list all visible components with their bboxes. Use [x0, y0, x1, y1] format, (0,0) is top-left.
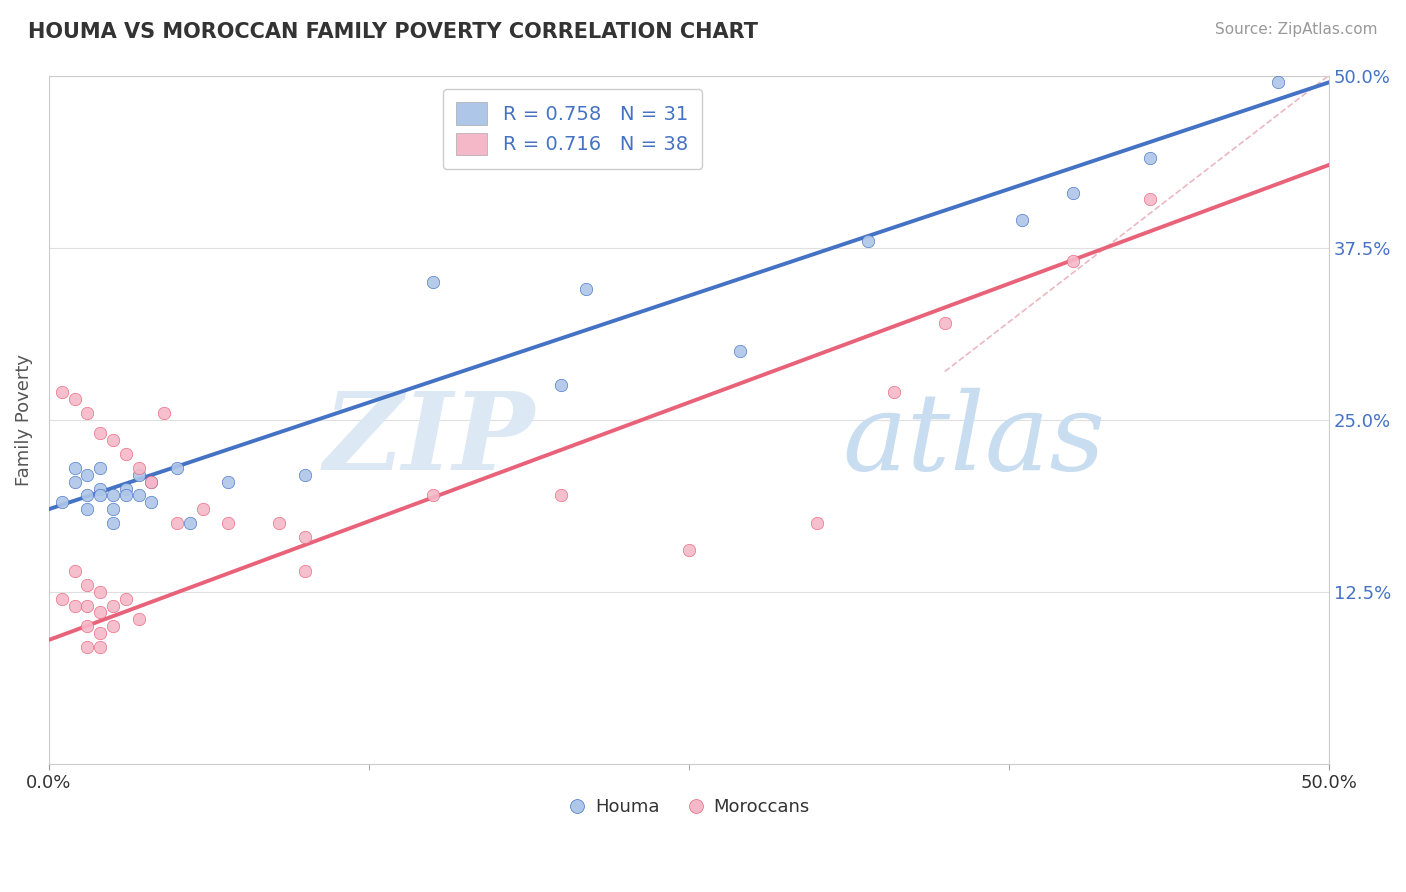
Point: [63, 475, 86, 489]
Point: [217, 516, 239, 530]
Point: [101, 502, 124, 516]
Point: [1062, 186, 1084, 200]
Point: [63, 599, 86, 613]
Point: [217, 475, 239, 489]
Point: [141, 495, 163, 509]
Point: [114, 591, 136, 606]
Y-axis label: Family Poverty: Family Poverty: [15, 353, 32, 485]
Point: [934, 316, 956, 330]
Point: [89, 488, 111, 502]
Point: [76, 467, 98, 482]
Point: [806, 516, 828, 530]
Point: [422, 488, 444, 502]
Point: [141, 475, 163, 489]
Point: [63, 392, 86, 406]
Point: [51, 495, 73, 509]
Point: [101, 516, 124, 530]
Point: [76, 619, 98, 633]
Point: [89, 584, 111, 599]
Point: [76, 406, 98, 420]
Point: [294, 467, 316, 482]
Point: [166, 516, 188, 530]
Point: [883, 385, 905, 400]
Point: [51, 385, 73, 400]
Point: [63, 564, 86, 578]
Point: [76, 640, 98, 654]
Point: [128, 612, 150, 626]
Point: [89, 460, 111, 475]
Point: [114, 447, 136, 461]
Text: atlas: atlas: [842, 388, 1105, 493]
Legend: Houma, Moroccans: Houma, Moroccans: [561, 791, 817, 823]
Point: [114, 488, 136, 502]
Point: [101, 434, 124, 448]
Text: Source: ZipAtlas.com: Source: ZipAtlas.com: [1215, 22, 1378, 37]
Point: [89, 482, 111, 496]
Point: [128, 460, 150, 475]
Point: [728, 343, 751, 358]
Point: [550, 378, 572, 392]
Point: [76, 578, 98, 592]
Point: [294, 564, 316, 578]
Point: [856, 234, 879, 248]
Point: [678, 543, 700, 558]
Point: [76, 502, 98, 516]
Point: [63, 460, 86, 475]
Point: [76, 488, 98, 502]
Point: [89, 426, 111, 441]
Point: [89, 626, 111, 640]
Point: [128, 488, 150, 502]
Point: [269, 516, 291, 530]
Point: [1062, 254, 1084, 268]
Point: [1267, 75, 1289, 89]
Point: [89, 640, 111, 654]
Point: [191, 502, 214, 516]
Point: [101, 619, 124, 633]
Point: [89, 606, 111, 620]
Point: [179, 516, 201, 530]
Point: [51, 591, 73, 606]
Point: [101, 599, 124, 613]
Point: [550, 488, 572, 502]
Point: [294, 530, 316, 544]
Text: HOUMA VS MOROCCAN FAMILY POVERTY CORRELATION CHART: HOUMA VS MOROCCAN FAMILY POVERTY CORRELA…: [28, 22, 758, 42]
Point: [76, 599, 98, 613]
Point: [114, 482, 136, 496]
Point: [128, 467, 150, 482]
Point: [101, 488, 124, 502]
Point: [1139, 151, 1161, 165]
Point: [422, 275, 444, 289]
Text: ZIP: ZIP: [323, 387, 536, 493]
Point: [166, 460, 188, 475]
Point: [141, 475, 163, 489]
Point: [1139, 193, 1161, 207]
Point: [153, 406, 176, 420]
Point: [1011, 213, 1033, 227]
Point: [575, 282, 598, 296]
